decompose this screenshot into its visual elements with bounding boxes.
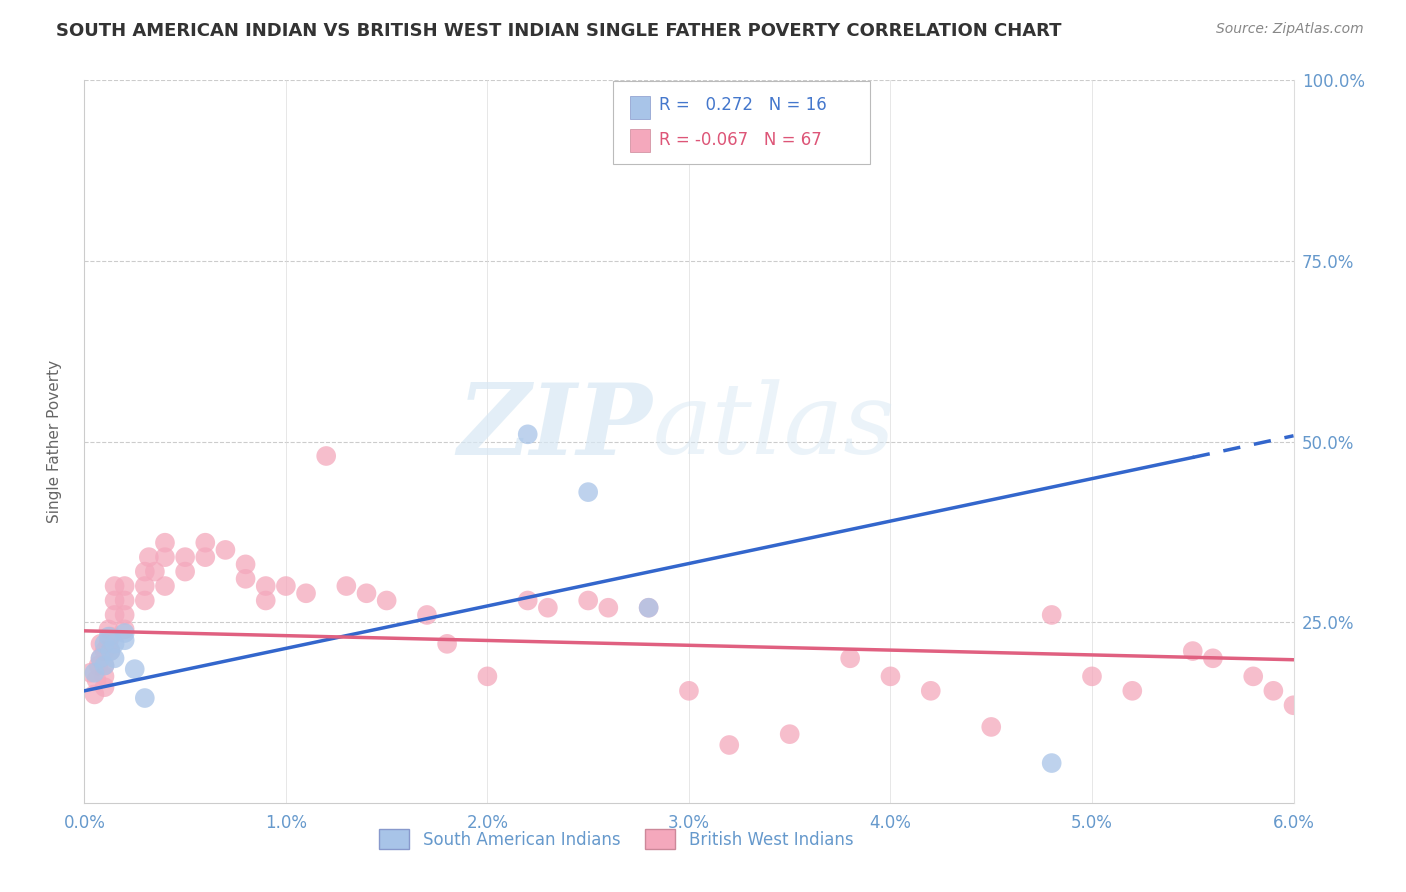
Point xyxy=(97,637,120,651)
Point xyxy=(375,593,398,607)
Point xyxy=(104,579,127,593)
Point xyxy=(1181,644,1204,658)
Point xyxy=(87,658,110,673)
Point xyxy=(134,565,156,579)
Point xyxy=(153,535,176,549)
Point xyxy=(920,683,942,698)
Point xyxy=(779,727,801,741)
Point xyxy=(93,637,115,651)
Point xyxy=(97,623,120,637)
Point xyxy=(83,687,105,701)
Point xyxy=(637,600,659,615)
Point xyxy=(839,651,862,665)
Point xyxy=(980,720,1002,734)
Point xyxy=(153,550,176,565)
Point xyxy=(100,644,122,658)
Point xyxy=(93,658,115,673)
Point xyxy=(436,637,458,651)
Point xyxy=(138,550,160,565)
Text: R =   0.272   N = 16: R = 0.272 N = 16 xyxy=(659,96,827,114)
Point xyxy=(235,558,257,572)
Point xyxy=(637,600,659,615)
Point xyxy=(153,579,176,593)
Text: ZIP: ZIP xyxy=(458,379,652,475)
Point xyxy=(1263,683,1285,698)
Point xyxy=(93,658,115,673)
Point xyxy=(93,680,115,694)
Point xyxy=(576,593,599,607)
Point xyxy=(174,550,197,565)
Point xyxy=(1202,651,1225,665)
Point xyxy=(537,600,560,615)
Point xyxy=(114,579,136,593)
Point xyxy=(335,579,357,593)
Point xyxy=(93,669,115,683)
Point xyxy=(89,651,111,665)
Point xyxy=(254,593,277,607)
Point xyxy=(254,579,277,593)
Point xyxy=(89,637,111,651)
Point xyxy=(1040,607,1063,622)
Point xyxy=(194,550,217,565)
Point xyxy=(100,644,122,658)
Point xyxy=(134,691,156,706)
Point xyxy=(114,607,136,622)
Point xyxy=(598,600,620,615)
Point xyxy=(89,651,111,665)
Point xyxy=(718,738,741,752)
Point xyxy=(114,623,136,637)
Point xyxy=(576,485,599,500)
Y-axis label: Single Father Poverty: Single Father Poverty xyxy=(48,360,62,523)
Point xyxy=(1282,698,1305,713)
Point xyxy=(134,579,156,593)
Text: atlas: atlas xyxy=(652,379,896,475)
Text: R = -0.067   N = 67: R = -0.067 N = 67 xyxy=(659,131,823,149)
Point xyxy=(143,565,166,579)
Point xyxy=(235,572,257,586)
Point xyxy=(214,542,236,557)
Point xyxy=(274,579,297,593)
Point xyxy=(678,683,700,698)
Point xyxy=(516,593,538,607)
Point xyxy=(356,586,378,600)
Point xyxy=(477,669,499,683)
Point xyxy=(114,593,136,607)
Point xyxy=(86,673,108,687)
Text: Source: ZipAtlas.com: Source: ZipAtlas.com xyxy=(1216,22,1364,37)
Point xyxy=(97,630,120,644)
Point xyxy=(83,665,105,680)
Point xyxy=(1081,669,1104,683)
Point xyxy=(79,665,101,680)
Point xyxy=(114,626,136,640)
Point xyxy=(416,607,439,622)
Point xyxy=(1040,756,1063,770)
Point xyxy=(104,593,127,607)
Point xyxy=(1241,669,1264,683)
Point xyxy=(879,669,901,683)
Text: SOUTH AMERICAN INDIAN VS BRITISH WEST INDIAN SINGLE FATHER POVERTY CORRELATION C: SOUTH AMERICAN INDIAN VS BRITISH WEST IN… xyxy=(56,22,1062,40)
Point xyxy=(174,565,197,579)
Point xyxy=(1121,683,1143,698)
Point xyxy=(124,662,146,676)
Point xyxy=(194,535,217,549)
Point xyxy=(93,644,115,658)
Point xyxy=(104,607,127,622)
Legend: South American Indians, British West Indians: South American Indians, British West Ind… xyxy=(373,822,860,856)
Point xyxy=(104,637,127,651)
Point xyxy=(295,586,318,600)
Point xyxy=(134,593,156,607)
Point xyxy=(100,630,122,644)
Point xyxy=(104,651,127,665)
Point xyxy=(315,449,337,463)
Point xyxy=(114,633,136,648)
Point xyxy=(516,427,538,442)
